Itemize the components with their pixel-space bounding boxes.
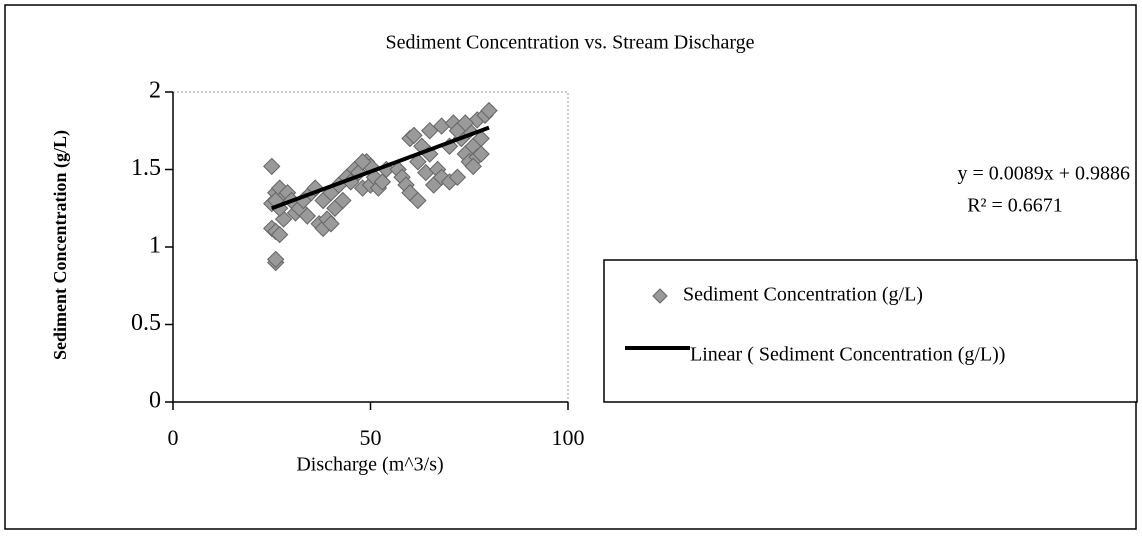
plot-border xyxy=(173,91,569,402)
x-tick-label: 0 xyxy=(168,425,179,450)
data-point xyxy=(270,225,289,244)
data-point xyxy=(353,153,372,171)
data-point xyxy=(480,101,498,120)
y-axis-label: Sediment Concentration (g/L) xyxy=(50,130,71,360)
x-tick-label: 50 xyxy=(360,425,382,450)
data-point xyxy=(334,191,352,210)
data-point xyxy=(409,153,427,171)
data-point xyxy=(464,157,482,176)
data-point xyxy=(456,114,475,132)
legend-marker xyxy=(652,288,668,304)
y-tick-label: 0 xyxy=(149,388,161,414)
data-point xyxy=(472,145,490,163)
legend-label: Linear ( Sediment Concentration (g/L)) xyxy=(690,344,1005,366)
data-point xyxy=(298,207,317,225)
y-tick-label: 1 xyxy=(149,233,161,259)
data-point xyxy=(266,250,285,269)
x-tick-label: 100 xyxy=(552,425,585,450)
y-tick-label: 2 xyxy=(149,78,161,104)
trend-equation: y = 0.0089x + 0.9886 xyxy=(957,163,1130,185)
y-tick-label: 1.5 xyxy=(131,155,161,181)
data-point xyxy=(448,168,467,186)
legend-box xyxy=(603,259,1138,403)
data-point xyxy=(263,157,281,176)
r-squared: R² = 0.6671 xyxy=(967,195,1063,217)
legend-label: Sediment Concentration (g/L) xyxy=(683,284,923,306)
trend-line xyxy=(271,125,490,211)
data-point xyxy=(409,191,427,210)
data-point xyxy=(322,215,340,233)
y-tick-label: 0.5 xyxy=(131,310,161,336)
x-axis-label: Discharge (m^3/s) xyxy=(296,454,443,476)
chart-title: Sediment Concentration vs. Stream Discha… xyxy=(386,32,755,54)
data-point xyxy=(405,126,423,145)
